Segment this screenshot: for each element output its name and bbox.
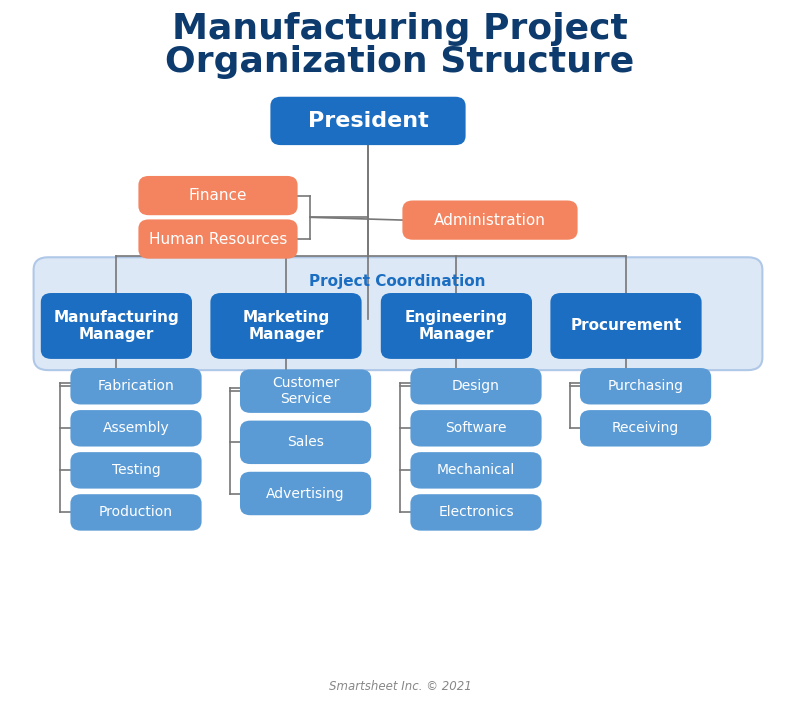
- Text: Engineering
Manager: Engineering Manager: [405, 310, 508, 342]
- FancyBboxPatch shape: [210, 293, 362, 359]
- FancyBboxPatch shape: [70, 494, 202, 531]
- Text: President: President: [308, 111, 428, 131]
- Text: Purchasing: Purchasing: [608, 379, 683, 393]
- Text: Software: Software: [446, 421, 506, 435]
- FancyBboxPatch shape: [34, 257, 762, 370]
- Text: Advertising: Advertising: [266, 486, 345, 501]
- FancyBboxPatch shape: [70, 410, 202, 447]
- Text: Finance: Finance: [189, 188, 247, 203]
- FancyBboxPatch shape: [580, 410, 711, 447]
- Text: Assembly: Assembly: [102, 421, 170, 435]
- FancyBboxPatch shape: [70, 452, 202, 489]
- FancyBboxPatch shape: [410, 494, 542, 531]
- FancyBboxPatch shape: [240, 421, 371, 464]
- Text: Human Resources: Human Resources: [149, 231, 287, 247]
- Text: Procurement: Procurement: [570, 318, 682, 334]
- FancyBboxPatch shape: [580, 368, 711, 404]
- Text: Customer
Service: Customer Service: [272, 376, 339, 407]
- Text: Organization Structure: Organization Structure: [166, 45, 634, 79]
- FancyBboxPatch shape: [410, 368, 542, 404]
- Text: Design: Design: [452, 379, 500, 393]
- FancyBboxPatch shape: [138, 219, 298, 259]
- Text: Administration: Administration: [434, 212, 546, 228]
- Text: Receiving: Receiving: [612, 421, 679, 435]
- Text: Manufacturing Project: Manufacturing Project: [172, 13, 628, 46]
- Text: Smartsheet Inc. © 2021: Smartsheet Inc. © 2021: [329, 681, 471, 693]
- Text: Manufacturing
Manager: Manufacturing Manager: [54, 310, 179, 342]
- FancyBboxPatch shape: [138, 176, 298, 215]
- Text: Production: Production: [99, 505, 173, 519]
- FancyBboxPatch shape: [402, 200, 578, 240]
- Text: Testing: Testing: [112, 463, 160, 477]
- FancyBboxPatch shape: [41, 293, 192, 359]
- FancyBboxPatch shape: [410, 452, 542, 489]
- Text: Project Coordination: Project Coordination: [310, 274, 486, 290]
- FancyBboxPatch shape: [550, 293, 702, 359]
- FancyBboxPatch shape: [381, 293, 532, 359]
- Text: Mechanical: Mechanical: [437, 463, 515, 477]
- Text: Fabrication: Fabrication: [98, 379, 174, 393]
- Text: Marketing
Manager: Marketing Manager: [242, 310, 330, 342]
- FancyBboxPatch shape: [240, 369, 371, 413]
- Text: Sales: Sales: [287, 435, 324, 449]
- FancyBboxPatch shape: [270, 97, 466, 145]
- FancyBboxPatch shape: [240, 472, 371, 515]
- Text: Electronics: Electronics: [438, 505, 514, 519]
- FancyBboxPatch shape: [410, 410, 542, 447]
- FancyBboxPatch shape: [70, 368, 202, 404]
